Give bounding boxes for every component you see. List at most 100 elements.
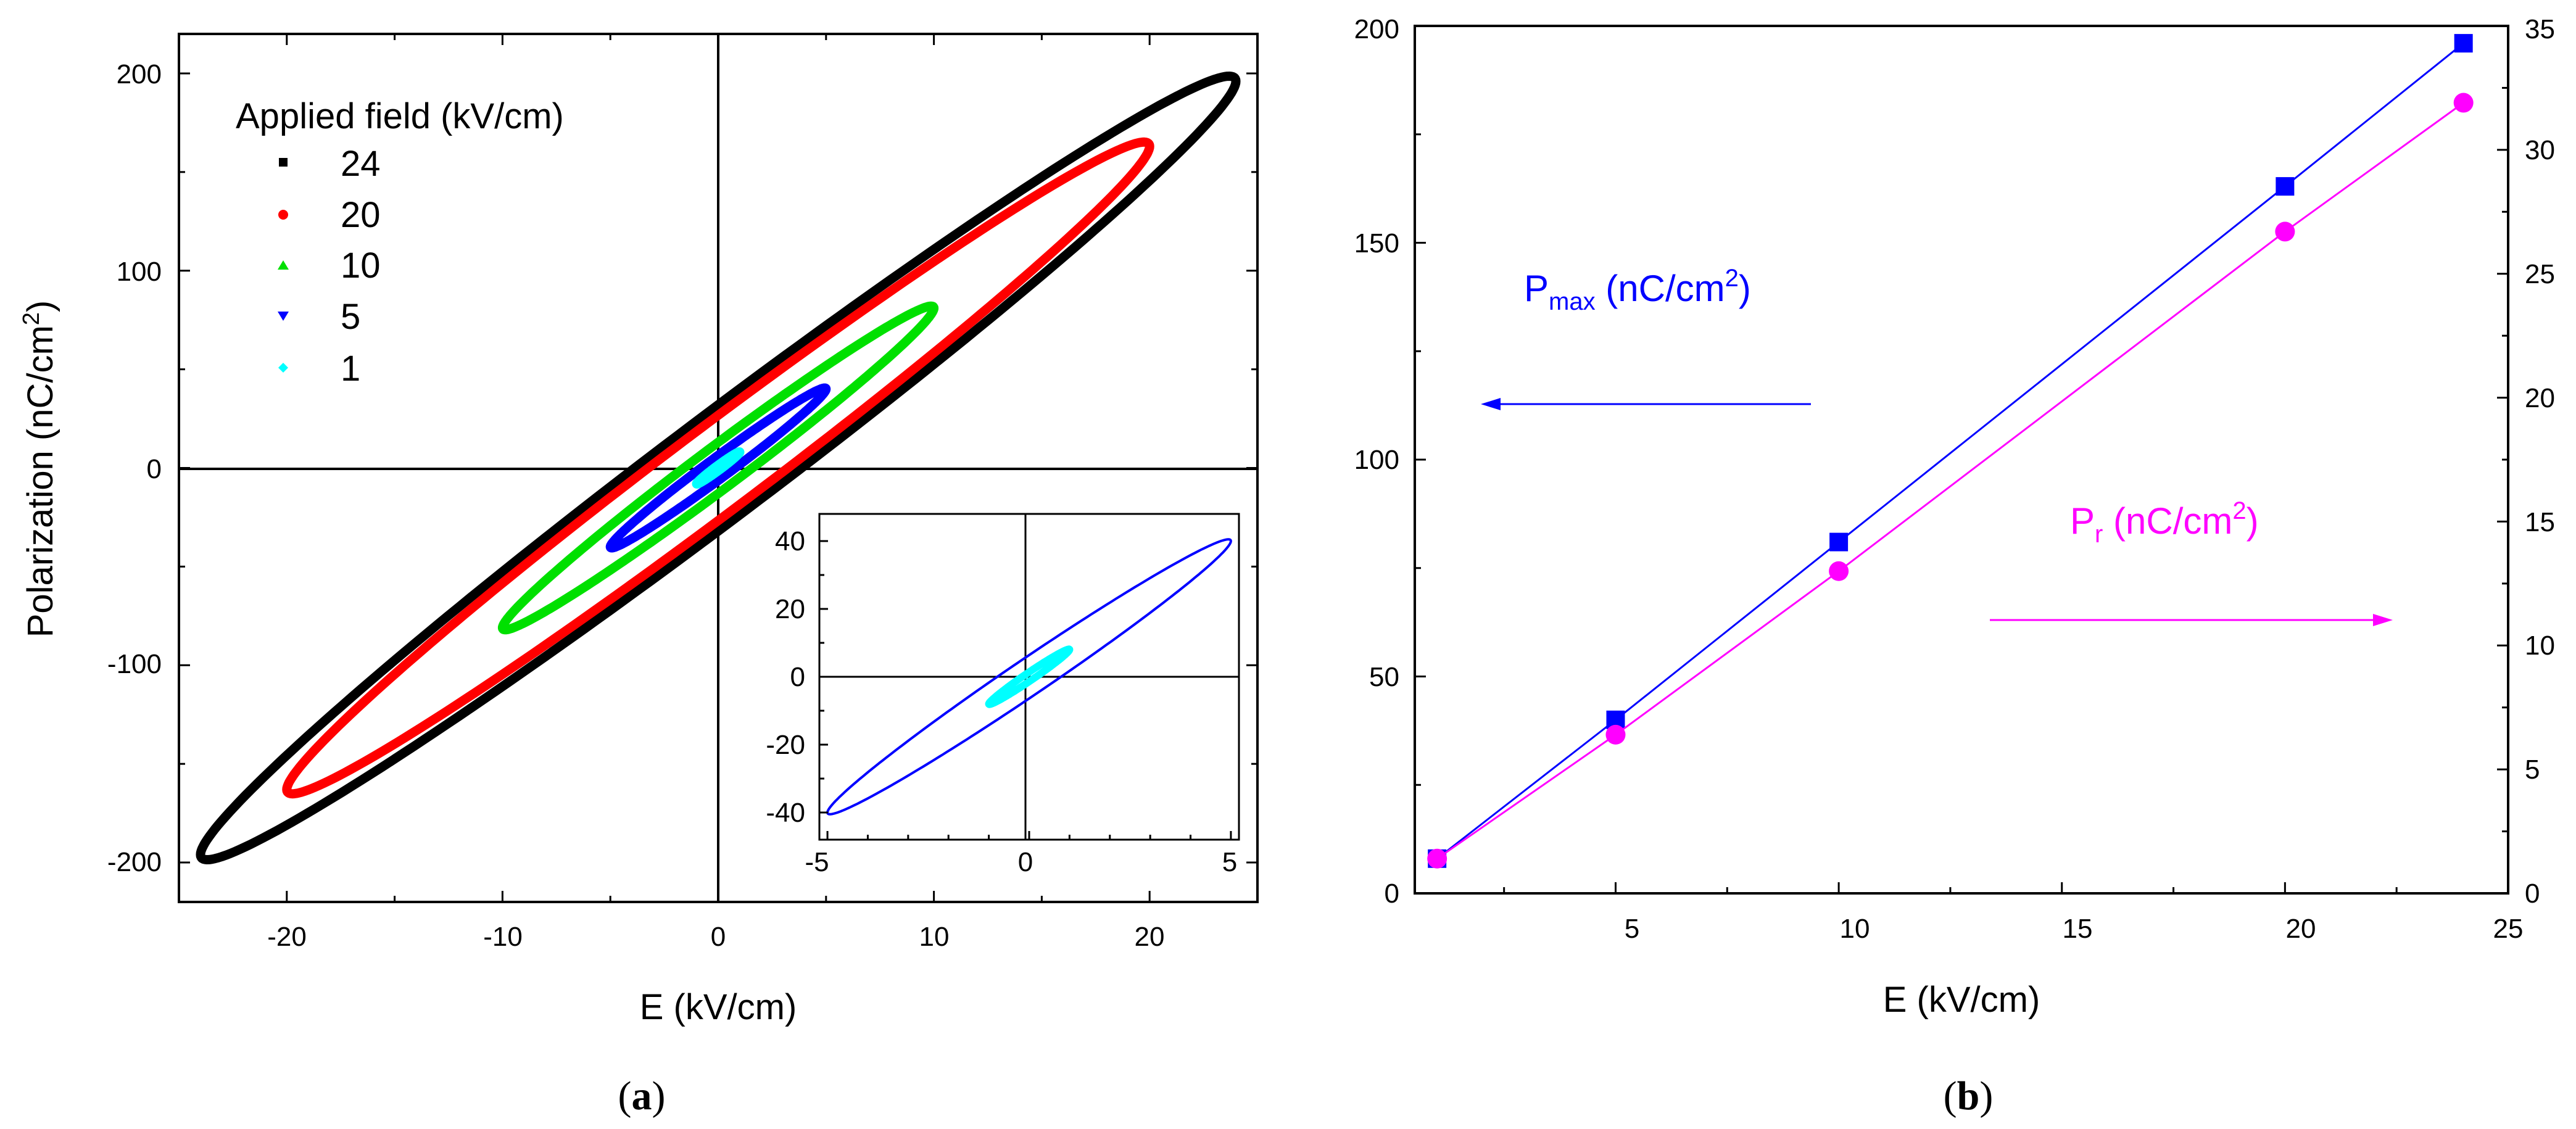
annotation-pmax-units: (nC/cm	[1596, 268, 1725, 309]
b-right-ytick-label: 15	[2525, 507, 2555, 537]
a-ytick-label: -100	[107, 649, 162, 679]
b-xtick-label: 10	[1840, 914, 1870, 944]
b-right-ytick-label: 30	[2525, 135, 2555, 165]
inset-loop-1-kv	[985, 645, 1074, 708]
panel-a-label: (a)	[618, 1073, 666, 1119]
annotation-pmax: Pmax (nC/cm2)	[1481, 265, 1811, 410]
a-y-axis-title-sup: 2	[19, 312, 44, 325]
inset-ytick-label: 0	[790, 662, 805, 692]
annotation-pmax-arrow-head	[1481, 398, 1501, 410]
inset-xtick-label: 5	[1222, 847, 1237, 877]
a-y-axis-title: Polarization (nC/cm2)	[19, 300, 60, 638]
panel-b-frame	[1414, 25, 2509, 895]
panel-b-label-open: (	[1944, 1073, 1957, 1119]
panel-a-ticks	[178, 34, 1259, 902]
a-x-axis-title: E (kV/cm)	[640, 987, 797, 1027]
loop-24-kv	[196, 72, 1241, 864]
b-right-ytick-label: 35	[2525, 14, 2555, 44]
b-right-ytick-label: 5	[2525, 755, 2540, 785]
panel-b-label-letter: b	[1957, 1073, 1980, 1119]
panel-a-x-tick-labels: -20 -10 0 10 20	[267, 922, 1164, 952]
legend-marker-1	[278, 363, 288, 373]
annotation-pmax-main: P	[1524, 268, 1549, 309]
a-y-axis-title-main: Polarization (nC/cm	[20, 325, 60, 637]
panel-b: 5 10 15 20 25 0 50 100 150 200 0 5 10 15…	[1354, 14, 2555, 1119]
panel-a-y-tick-labels: -200 -100 0 100 200	[107, 59, 162, 877]
a-xtick-label: -20	[267, 922, 307, 952]
point-pr	[2275, 221, 2295, 242]
inset-ytick-label: 40	[775, 526, 805, 556]
b-right-ytick-label: 25	[2525, 259, 2555, 289]
panel-a-label-close: )	[652, 1073, 666, 1119]
legend-label-5: 5	[341, 297, 360, 337]
a-xtick-label: 0	[711, 922, 726, 952]
legend: Applied field (kV/cm) 24 20 10 5 1	[236, 96, 564, 389]
panel-b-right-tick-labels: 0 5 10 15 20 25 30 35	[2525, 14, 2555, 909]
legend-label-20: 20	[341, 195, 381, 235]
a-ytick-label: 100	[117, 257, 162, 287]
panel-b-label: (b)	[1944, 1073, 1994, 1119]
loop-5-kv	[605, 383, 831, 553]
annotation-pmax-sup: 2	[1725, 265, 1739, 292]
inset-xtick-label: -5	[805, 847, 829, 877]
loop-1-kv	[692, 447, 745, 489]
b-right-ytick-label: 0	[2525, 879, 2540, 909]
a-xtick-label: -10	[483, 922, 523, 952]
b-xtick-label: 25	[2493, 914, 2524, 944]
annotation-pr-units: (nC/cm	[2103, 500, 2232, 542]
b-xtick-label: 5	[1625, 914, 1639, 944]
inset-ytick-label: -20	[766, 730, 805, 760]
a-ytick-label: -200	[107, 847, 162, 877]
panel-b-ticks	[1415, 25, 2509, 895]
annotation-pmax-close: )	[1739, 268, 1751, 309]
legend-marker-24	[279, 158, 288, 167]
legend-marker-20	[278, 210, 288, 220]
b-left-ytick-label: 0	[1385, 879, 1399, 909]
point-pr	[1829, 561, 1849, 581]
panel-b-left-tick-labels: 0 50 100 150 200	[1354, 14, 1399, 909]
panel-b-label-close: )	[1979, 1073, 1993, 1119]
a-xtick-label: 10	[919, 922, 950, 952]
point-pr	[1605, 724, 1626, 745]
inset-loop-5-kv	[826, 538, 1232, 816]
annotation-pr-sup: 2	[2232, 497, 2246, 524]
b-x-axis-title: E (kV/cm)	[1883, 980, 2040, 1020]
legend-label-24: 24	[341, 144, 381, 184]
b-left-ytick-label: 50	[1369, 662, 1399, 692]
series-line-pr	[1436, 102, 2464, 860]
panel-b-series	[1427, 34, 2474, 869]
annotation-pmax-text: Pmax (nC/cm2)	[1524, 265, 1751, 315]
b-right-ytick-label: 20	[2525, 383, 2555, 413]
point-pmax	[1829, 532, 1849, 552]
inset-ytick-label: -40	[766, 798, 805, 828]
b-left-ytick-label: 150	[1354, 228, 1399, 258]
legend-title: Applied field (kV/cm)	[236, 96, 564, 136]
inset-ticks	[819, 540, 1232, 840]
annotation-pmax-sub: max	[1549, 288, 1596, 315]
annotation-pr: Pr (nC/cm2)	[1990, 497, 2393, 626]
inset-xtick-label: 0	[1018, 847, 1033, 877]
panel-a-label-open: (	[618, 1073, 632, 1119]
annotation-pr-arrow-head	[2373, 614, 2393, 626]
point-pmax	[2454, 34, 2473, 53]
panel-b-x-tick-labels: 5 10 15 20 25	[1625, 914, 2524, 944]
annotation-pr-text: Pr (nC/cm2)	[2070, 497, 2259, 548]
loop-20-kv	[282, 137, 1154, 799]
inset-loops	[826, 538, 1232, 816]
a-y-axis-title-close: )	[20, 300, 60, 312]
legend-label-1: 1	[341, 349, 360, 389]
panel-a: -20 -10 0 10 20 -200 -100 0 100 200 E (k…	[19, 33, 1259, 1119]
b-left-ytick-label: 200	[1354, 14, 1399, 44]
point-pr	[1427, 848, 1447, 869]
inset-ytick-label: 20	[775, 594, 805, 624]
b-xtick-label: 15	[2063, 914, 2093, 944]
annotation-pr-main: P	[2070, 500, 2095, 542]
loop-10-kv	[497, 301, 939, 635]
point-pmax	[2276, 177, 2295, 196]
b-xtick-label: 20	[2286, 914, 2316, 944]
annotation-pr-close: )	[2247, 500, 2259, 542]
panel-a-loops	[196, 72, 1241, 864]
inset: -5 0 5 -40 -20 0 20 40	[766, 513, 1240, 877]
annotation-pr-sub: r	[2095, 521, 2103, 548]
